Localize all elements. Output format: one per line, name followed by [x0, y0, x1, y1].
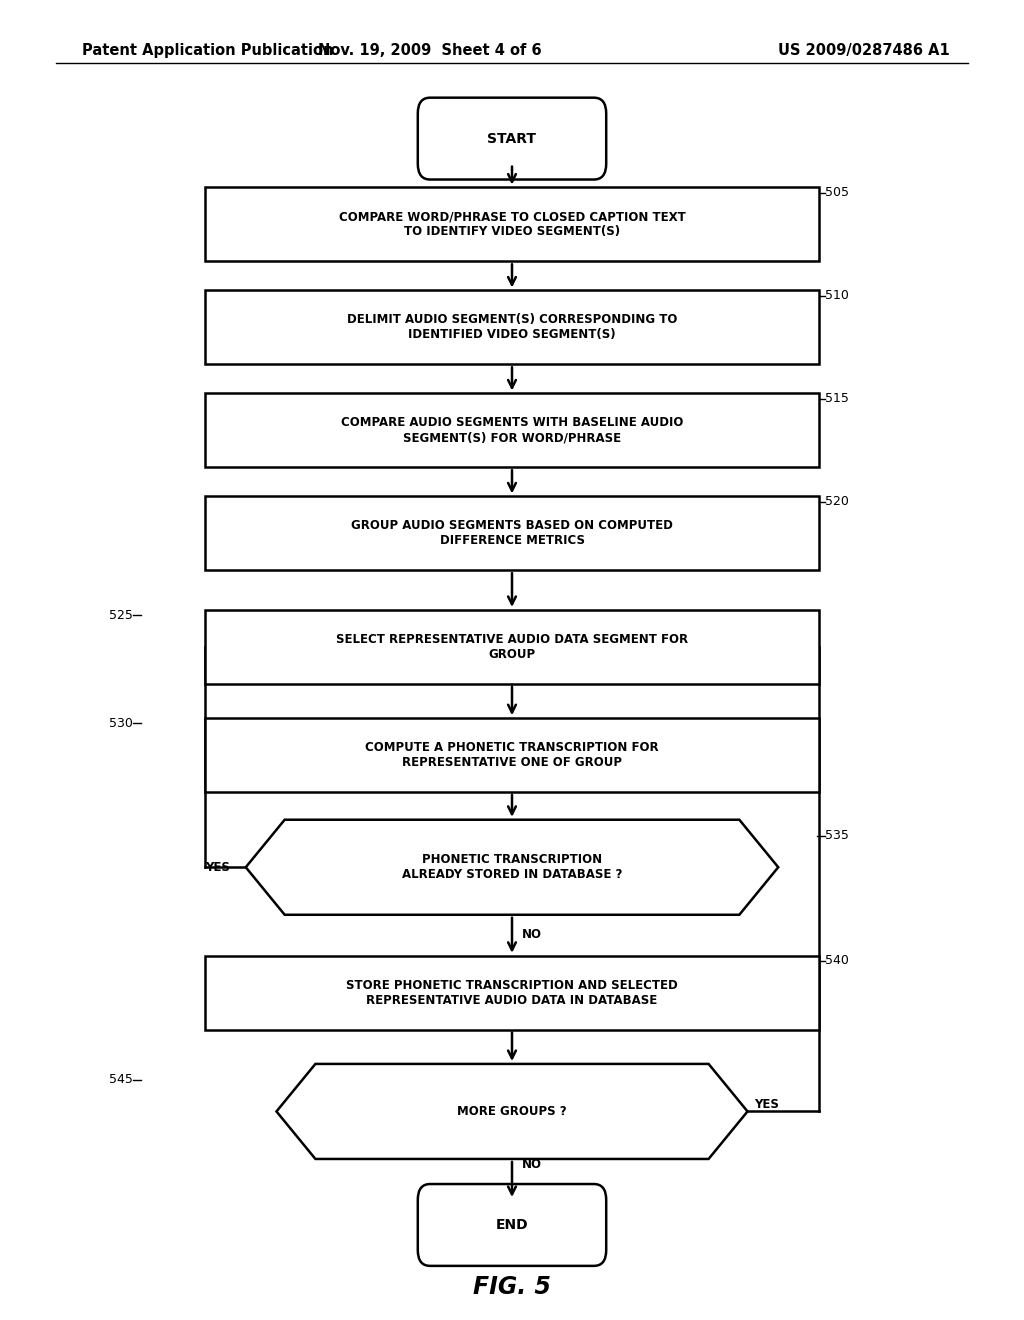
Text: NO: NO: [522, 1158, 543, 1171]
Bar: [205, 393, 819, 467]
Text: YES: YES: [205, 861, 229, 874]
Text: 530: 530: [110, 717, 133, 730]
Text: NO: NO: [522, 928, 543, 941]
Bar: [205, 496, 819, 570]
Text: COMPARE AUDIO SEGMENTS WITH BASELINE AUDIO
SEGMENT(S) FOR WORD/PHRASE: COMPARE AUDIO SEGMENTS WITH BASELINE AUD…: [341, 416, 683, 445]
Text: 535: 535: [825, 829, 849, 842]
Text: 525: 525: [110, 609, 133, 622]
FancyBboxPatch shape: [418, 98, 606, 180]
Bar: [205, 290, 819, 364]
Bar: [205, 187, 819, 261]
Text: MORE GROUPS ?: MORE GROUPS ?: [457, 1105, 567, 1118]
Text: GROUP AUDIO SEGMENTS BASED ON COMPUTED
DIFFERENCE METRICS: GROUP AUDIO SEGMENTS BASED ON COMPUTED D…: [351, 519, 673, 548]
Text: COMPARE WORD/PHRASE TO CLOSED CAPTION TEXT
TO IDENTIFY VIDEO SEGMENT(S): COMPARE WORD/PHRASE TO CLOSED CAPTION TE…: [339, 210, 685, 239]
Text: US 2009/0287486 A1: US 2009/0287486 A1: [778, 42, 950, 58]
Text: 510: 510: [825, 289, 849, 302]
Text: YES: YES: [754, 1098, 778, 1111]
Text: DELIMIT AUDIO SEGMENT(S) CORRESPONDING TO
IDENTIFIED VIDEO SEGMENT(S): DELIMIT AUDIO SEGMENT(S) CORRESPONDING T…: [347, 313, 677, 342]
Polygon shape: [276, 1064, 748, 1159]
Text: 520: 520: [825, 495, 849, 508]
Text: Patent Application Publication: Patent Application Publication: [82, 42, 334, 58]
Bar: [205, 718, 819, 792]
Text: STORE PHONETIC TRANSCRIPTION AND SELECTED
REPRESENTATIVE AUDIO DATA IN DATABASE: STORE PHONETIC TRANSCRIPTION AND SELECTE…: [346, 978, 678, 1007]
FancyBboxPatch shape: [418, 1184, 606, 1266]
Bar: [205, 956, 819, 1030]
Text: 515: 515: [825, 392, 849, 405]
Text: 540: 540: [825, 954, 849, 968]
Text: SELECT REPRESENTATIVE AUDIO DATA SEGMENT FOR
GROUP: SELECT REPRESENTATIVE AUDIO DATA SEGMENT…: [336, 632, 688, 661]
Text: PHONETIC TRANSCRIPTION
ALREADY STORED IN DATABASE ?: PHONETIC TRANSCRIPTION ALREADY STORED IN…: [401, 853, 623, 882]
Bar: [205, 610, 819, 684]
Polygon shape: [246, 820, 778, 915]
Text: COMPUTE A PHONETIC TRANSCRIPTION FOR
REPRESENTATIVE ONE OF GROUP: COMPUTE A PHONETIC TRANSCRIPTION FOR REP…: [366, 741, 658, 770]
Text: 505: 505: [825, 186, 849, 199]
Text: FIG. 5: FIG. 5: [473, 1275, 551, 1299]
Text: 545: 545: [110, 1073, 133, 1086]
Text: Nov. 19, 2009  Sheet 4 of 6: Nov. 19, 2009 Sheet 4 of 6: [318, 42, 542, 58]
Text: END: END: [496, 1218, 528, 1232]
Text: START: START: [487, 132, 537, 145]
